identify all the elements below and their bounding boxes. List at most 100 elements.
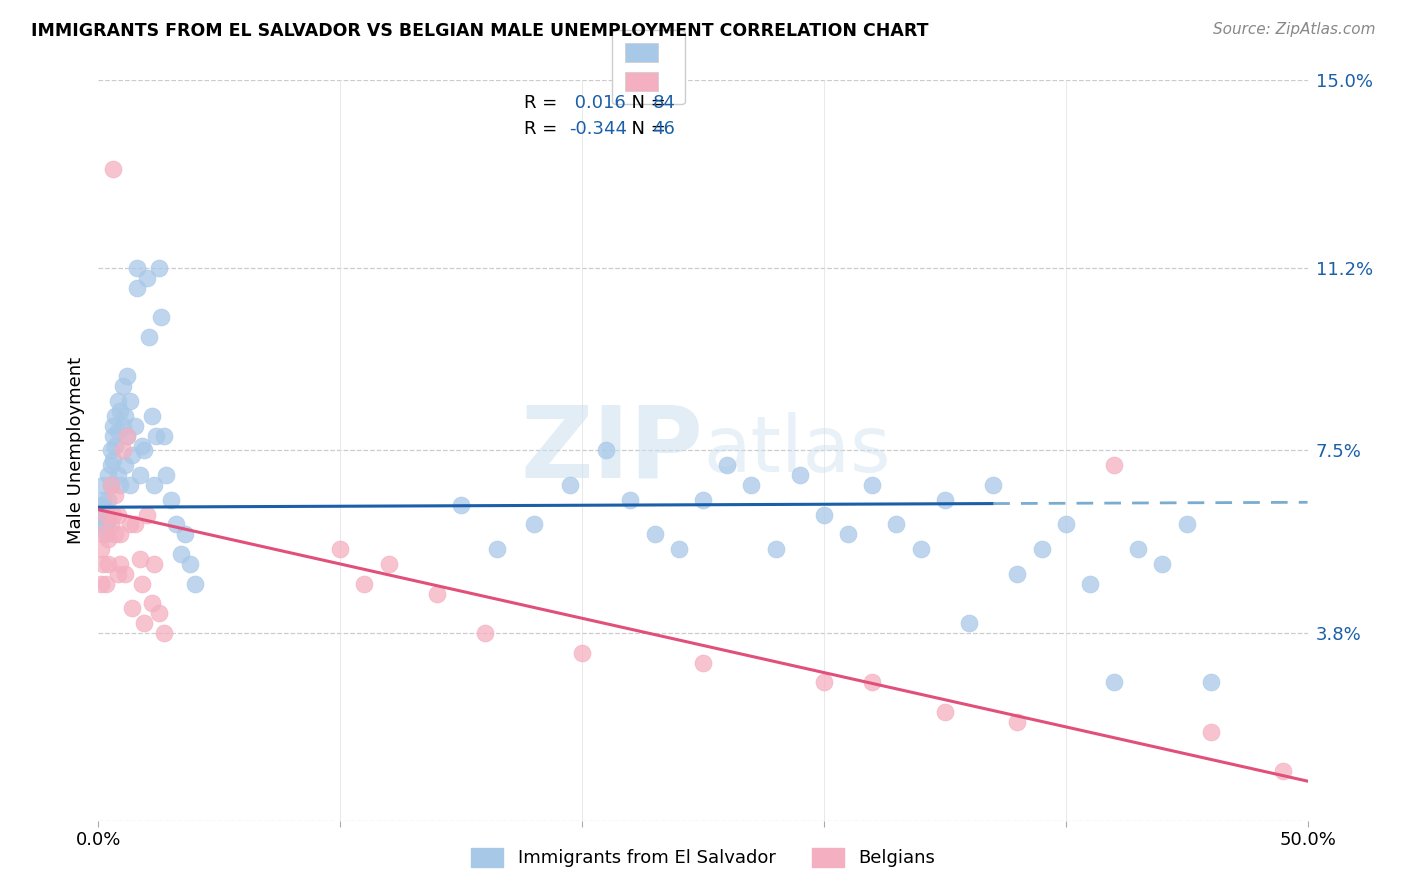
Point [114, 458, 136, 473]
Point [117, 369, 139, 384]
Point [692, 492, 714, 507]
Point [107, 566, 129, 581]
Point [329, 542, 352, 557]
Point [121, 449, 143, 463]
Point [523, 517, 546, 532]
Point [377, 557, 399, 571]
Point [135, 508, 157, 522]
Point [934, 492, 956, 507]
Point [134, 616, 156, 631]
Point [94, 502, 117, 516]
Point [91, 557, 114, 571]
Point [118, 478, 141, 492]
Point [644, 527, 666, 541]
Point [91, 478, 114, 492]
Point [141, 597, 163, 611]
Point [100, 478, 122, 492]
Point [1054, 517, 1077, 532]
Point [94, 517, 117, 532]
Point [165, 517, 187, 532]
Point [474, 626, 496, 640]
Point [571, 646, 593, 660]
Point [94, 576, 117, 591]
Point [1031, 542, 1053, 557]
Point [138, 330, 160, 344]
Point [128, 468, 150, 483]
Point [114, 409, 136, 423]
Point [813, 508, 835, 522]
Point [143, 557, 166, 571]
Point [91, 492, 114, 507]
Point [100, 458, 122, 473]
Point [131, 576, 153, 591]
Point [90, 542, 112, 557]
Point [100, 443, 122, 458]
Point [886, 517, 908, 532]
Point [117, 428, 139, 442]
Point [117, 428, 139, 442]
Point [127, 260, 149, 275]
Point [1272, 764, 1295, 779]
Point [118, 394, 141, 409]
Point [114, 566, 136, 581]
Point [813, 675, 835, 690]
Point [1128, 542, 1150, 557]
Point [97, 533, 120, 547]
Point [101, 418, 124, 433]
Point [910, 542, 932, 557]
Point [100, 478, 122, 492]
Point [692, 656, 714, 670]
Point [108, 557, 131, 571]
Point [1007, 714, 1029, 729]
Point [90, 498, 112, 512]
Point [169, 547, 191, 561]
Point [179, 557, 201, 571]
Text: -0.344: -0.344 [569, 120, 627, 138]
Point [134, 443, 156, 458]
Text: 0.016: 0.016 [569, 94, 626, 112]
Point [1199, 724, 1222, 739]
Point [789, 468, 811, 483]
Point [141, 409, 163, 423]
Point [101, 453, 124, 467]
Point [765, 542, 787, 557]
Point [957, 616, 980, 631]
Point [121, 601, 143, 615]
Point [184, 576, 207, 591]
Point [97, 468, 120, 483]
Point [128, 552, 150, 566]
Point [94, 508, 117, 522]
Point [1152, 557, 1174, 571]
Point [143, 478, 166, 492]
Point [107, 508, 129, 522]
Text: IMMIGRANTS FROM EL SALVADOR VS BELGIAN MALE UNEMPLOYMENT CORRELATION CHART: IMMIGRANTS FROM EL SALVADOR VS BELGIAN M… [31, 22, 928, 40]
Point [104, 409, 127, 423]
Point [860, 675, 883, 690]
Legend: Immigrants from El Salvador, Belgians: Immigrants from El Salvador, Belgians [460, 837, 946, 879]
Point [111, 443, 134, 458]
Point [155, 468, 177, 483]
Point [108, 527, 131, 541]
Point [101, 162, 124, 177]
Point [127, 280, 149, 294]
Text: N =: N = [620, 94, 672, 112]
Point [107, 424, 129, 438]
Point [124, 517, 146, 532]
Point [135, 270, 157, 285]
Point [118, 517, 141, 532]
Point [837, 527, 859, 541]
Point [124, 418, 146, 433]
Y-axis label: Male Unemployment: Male Unemployment [66, 357, 84, 544]
Point [152, 626, 174, 640]
Point [150, 310, 173, 325]
Point [148, 607, 170, 621]
Point [91, 527, 114, 541]
Point [1199, 675, 1222, 690]
Point [1175, 517, 1198, 532]
Point [1078, 576, 1101, 591]
Text: 46: 46 [652, 120, 675, 138]
Point [160, 492, 183, 507]
Point [104, 438, 127, 452]
Text: ZIP: ZIP [520, 402, 703, 499]
Point [740, 478, 762, 492]
